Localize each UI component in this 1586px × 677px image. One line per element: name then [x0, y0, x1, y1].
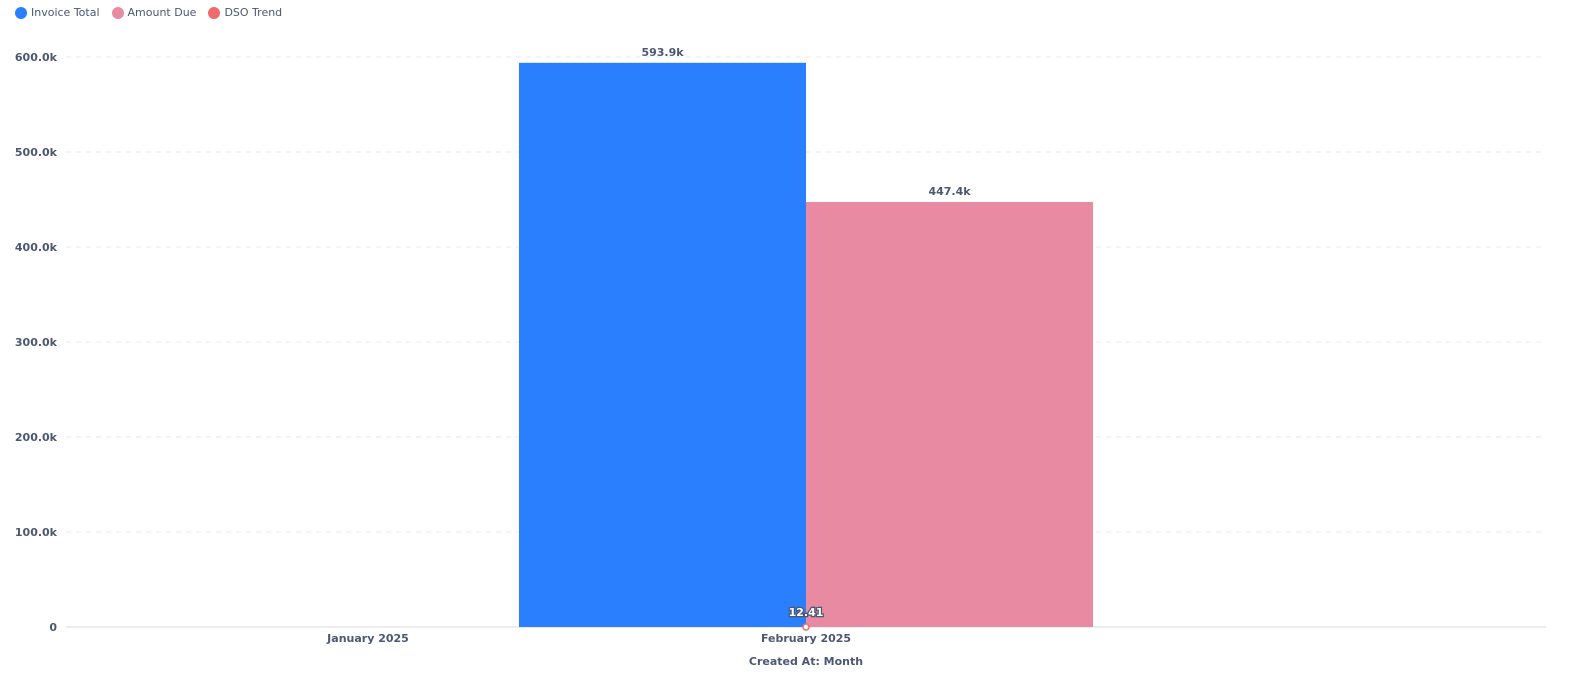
x-axis-title: Created At: Month — [749, 655, 863, 668]
y-tick-label: 100.0k — [15, 526, 58, 539]
legend-swatch-invoice-total — [15, 6, 27, 19]
legend-item-invoice-total[interactable]: Invoice Total — [15, 6, 100, 19]
chart-legend: Invoice Total Amount Due DSO Trend — [15, 6, 282, 19]
line-data-label: 12.41 — [789, 606, 824, 619]
legend-swatch-amount-due — [111, 6, 124, 19]
x-tick-label: January 2025 — [326, 632, 409, 645]
x-tick-label: February 2025 — [761, 632, 851, 645]
y-tick-label: 400.0k — [15, 241, 58, 254]
y-tick-label: 0 — [49, 621, 57, 634]
legend-label-invoice-total: Invoice Total — [31, 6, 100, 19]
legend-label-dso-trend: DSO Trend — [224, 6, 283, 19]
bar-amount-due — [806, 201, 1093, 627]
legend-label-amount-due: Amount Due — [127, 6, 197, 19]
line-point-dso-trend — [802, 623, 810, 631]
legend-swatch-dso-trend — [208, 6, 221, 19]
bar-data-label: 593.9k — [641, 46, 684, 59]
bar-data-label: 447.4k — [928, 185, 971, 198]
legend-item-dso-trend[interactable]: DSO Trend — [208, 6, 282, 19]
y-tick-label: 200.0k — [15, 431, 58, 444]
y-tick-label: 500.0k — [15, 146, 58, 159]
y-tick-label: 300.0k — [15, 336, 58, 349]
legend-item-amount-due[interactable]: Amount Due — [111, 6, 197, 19]
y-tick-label: 600.0k — [15, 51, 58, 64]
bar-invoice-total — [519, 62, 806, 628]
